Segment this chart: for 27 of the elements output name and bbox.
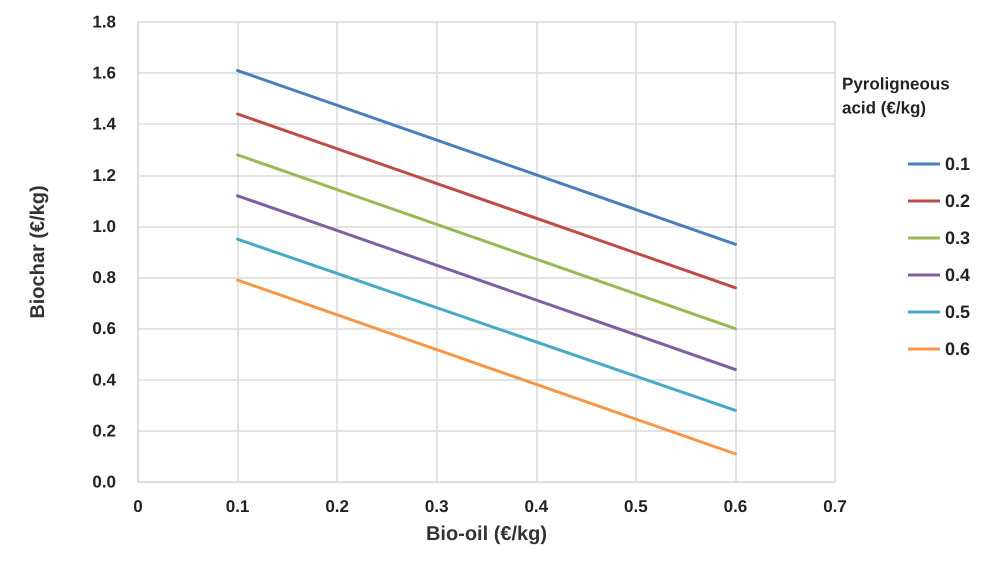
x-axis-title: Bio-oil (€/kg) <box>426 523 548 545</box>
x-tick-label: 0.1 <box>226 497 250 516</box>
y-axis-title: Biochar (€/kg) <box>27 185 49 319</box>
legend-label: 0.1 <box>944 154 970 174</box>
y-tick-label: 1.8 <box>92 12 116 32</box>
y-tick-label: 0.8 <box>92 268 116 288</box>
y-tick-label: 0.2 <box>92 421 116 440</box>
y-tick-label: 0.0 <box>92 472 116 492</box>
legend-label: 0.6 <box>944 339 970 359</box>
x-tick-label: 0.7 <box>823 497 847 516</box>
x-tick-label: 0.4 <box>524 497 549 516</box>
legend-label: 0.5 <box>944 302 970 322</box>
y-tick-label: 1.2 <box>92 166 116 185</box>
y-tick-label: 1.6 <box>92 64 116 83</box>
x-tick-label: 0.2 <box>325 497 349 516</box>
y-tick-label: 0.4 <box>92 370 117 390</box>
y-tick-label: 0.6 <box>92 319 116 338</box>
x-tick-label: 0 <box>133 497 143 516</box>
legend-label: 0.2 <box>944 191 970 211</box>
y-tick-label: 1.4 <box>92 114 117 134</box>
y-tick-label: 1.0 <box>92 216 116 236</box>
x-tick-label: 0.3 <box>424 497 449 516</box>
legend-label: 0.4 <box>944 265 970 285</box>
legend-title: Pyroligneous acid (€/kg) <box>842 74 954 118</box>
legend-label: 0.3 <box>944 228 970 248</box>
x-tick-label: 0.6 <box>724 497 748 516</box>
x-tick-label: 0.5 <box>624 497 648 516</box>
